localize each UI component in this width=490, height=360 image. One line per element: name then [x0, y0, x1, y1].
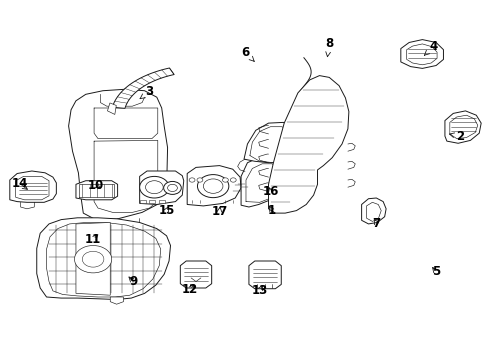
Polygon shape — [269, 76, 349, 213]
Text: 4: 4 — [424, 40, 438, 55]
Circle shape — [140, 176, 169, 198]
Circle shape — [197, 178, 203, 182]
Text: 2: 2 — [449, 130, 465, 143]
Circle shape — [146, 181, 163, 194]
Text: 1: 1 — [268, 204, 276, 217]
Polygon shape — [107, 103, 116, 114]
Circle shape — [203, 179, 223, 193]
Polygon shape — [159, 200, 165, 203]
Circle shape — [164, 181, 181, 194]
Circle shape — [82, 251, 104, 267]
Polygon shape — [140, 171, 184, 204]
Polygon shape — [16, 176, 49, 200]
Text: 16: 16 — [262, 185, 279, 198]
Polygon shape — [241, 158, 289, 207]
Text: 11: 11 — [85, 233, 101, 246]
Polygon shape — [362, 198, 386, 224]
Text: 10: 10 — [88, 179, 104, 192]
Polygon shape — [180, 261, 212, 288]
Text: 7: 7 — [372, 217, 380, 230]
Circle shape — [74, 246, 112, 273]
Circle shape — [168, 184, 177, 192]
Text: 5: 5 — [432, 265, 440, 278]
Polygon shape — [450, 115, 478, 139]
Polygon shape — [76, 222, 110, 295]
Polygon shape — [10, 171, 56, 202]
Polygon shape — [445, 111, 481, 143]
Polygon shape — [47, 222, 161, 297]
Circle shape — [197, 175, 229, 198]
Text: 17: 17 — [211, 205, 228, 218]
Text: 14: 14 — [11, 177, 28, 190]
Polygon shape — [110, 297, 123, 304]
Polygon shape — [249, 261, 281, 289]
Text: 3: 3 — [140, 85, 153, 99]
Polygon shape — [69, 89, 168, 220]
Text: 6: 6 — [241, 46, 254, 61]
Circle shape — [189, 178, 195, 182]
Circle shape — [230, 178, 236, 182]
Polygon shape — [149, 200, 155, 203]
Polygon shape — [401, 40, 443, 68]
Polygon shape — [76, 181, 118, 200]
Text: 9: 9 — [129, 275, 137, 288]
Polygon shape — [37, 218, 171, 300]
Circle shape — [222, 178, 228, 182]
Polygon shape — [244, 122, 304, 163]
Polygon shape — [140, 200, 146, 203]
Polygon shape — [407, 44, 437, 65]
Text: 8: 8 — [325, 37, 333, 57]
Polygon shape — [367, 202, 381, 221]
Polygon shape — [187, 166, 241, 206]
Polygon shape — [112, 68, 174, 108]
Text: 13: 13 — [251, 284, 268, 297]
Polygon shape — [304, 140, 312, 146]
Text: 15: 15 — [158, 204, 175, 217]
Text: 12: 12 — [182, 283, 198, 296]
Polygon shape — [299, 130, 315, 140]
